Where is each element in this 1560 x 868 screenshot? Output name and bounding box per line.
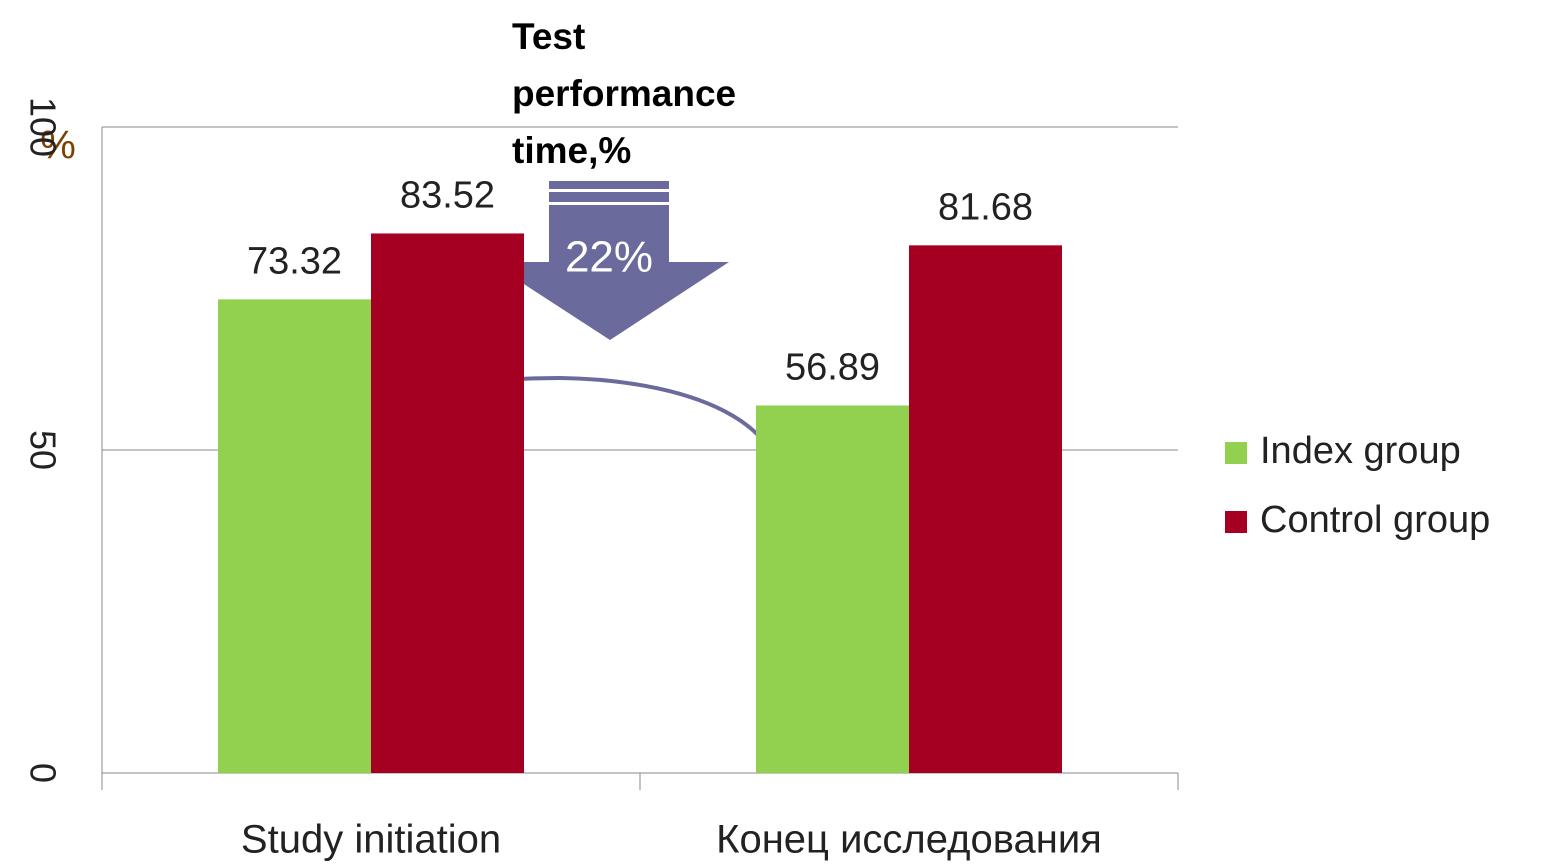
bar xyxy=(756,405,909,773)
y-tick-label: 0 xyxy=(22,763,63,783)
y-axis-label: % xyxy=(40,124,76,168)
bar xyxy=(218,299,371,773)
value-label: 81.68 xyxy=(938,186,1033,228)
legend-swatch xyxy=(1225,442,1247,464)
x-tick-label: Конец исследования xyxy=(716,818,1102,862)
value-label: 83.52 xyxy=(400,174,495,216)
legend-label: Index group xyxy=(1260,430,1461,472)
arrow-shape xyxy=(490,181,729,340)
bar xyxy=(371,233,524,773)
chart-title: Test performance time,% xyxy=(512,16,737,171)
value-label: 73.32 xyxy=(247,240,342,282)
y-tick-label: 100 xyxy=(22,97,63,157)
annotation: 22% xyxy=(565,233,653,282)
bar xyxy=(909,245,1062,774)
value-label: 56.89 xyxy=(785,347,880,389)
legend-label: Control group xyxy=(1260,499,1490,541)
x-tick-label: Study initiation xyxy=(241,818,501,862)
y-tick-label: 50 xyxy=(22,430,63,470)
legend-swatch xyxy=(1225,511,1247,533)
